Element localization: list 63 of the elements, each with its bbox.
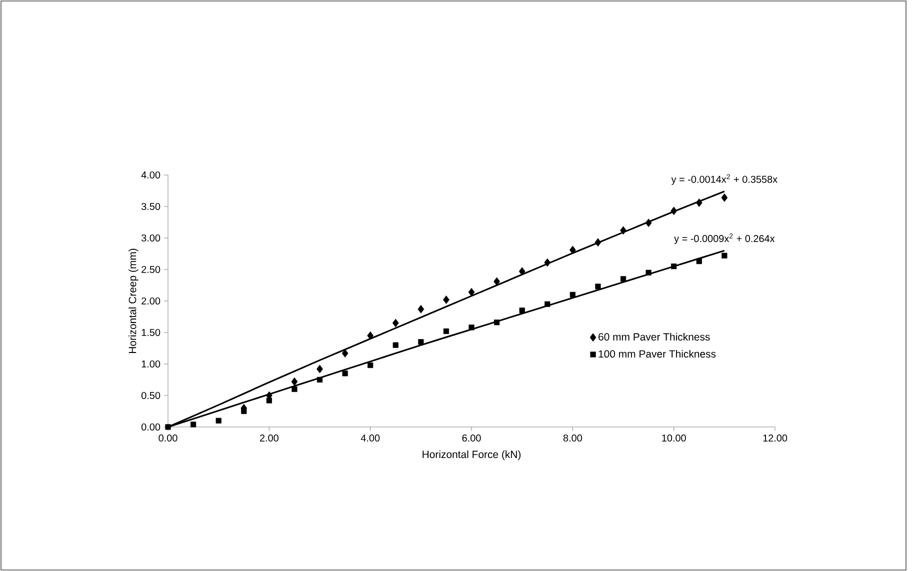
point bbox=[570, 292, 576, 298]
point bbox=[670, 206, 678, 216]
point bbox=[519, 308, 525, 314]
point bbox=[443, 328, 450, 334]
point bbox=[518, 267, 526, 276]
point bbox=[367, 331, 374, 340]
y-tick-label: 0.00 bbox=[141, 423, 160, 431]
point bbox=[418, 339, 424, 345]
x-tick-label: 10.00 bbox=[662, 434, 686, 442]
point bbox=[392, 342, 398, 348]
point bbox=[645, 218, 652, 228]
point bbox=[569, 246, 576, 254]
annotation: y = -0.0009x$^{2}$ + 0.264x bbox=[674, 234, 775, 244]
point bbox=[722, 252, 728, 258]
x-tick-label: 8.00 bbox=[563, 434, 582, 442]
x-tick-label: 6.00 bbox=[462, 434, 481, 442]
x-tick-label: 2.00 bbox=[260, 434, 278, 442]
point bbox=[494, 320, 500, 326]
point bbox=[292, 386, 298, 392]
point bbox=[696, 198, 702, 207]
legend-label: 60 mm Paver Thickness bbox=[598, 332, 710, 341]
x-axis-title: Horizontal Force (kN) bbox=[422, 450, 521, 460]
y-tick-label: 3.50 bbox=[141, 202, 160, 210]
point bbox=[620, 226, 626, 235]
x-tick-label: 12.00 bbox=[763, 434, 788, 442]
point bbox=[316, 376, 323, 383]
point bbox=[418, 304, 424, 314]
point bbox=[266, 398, 272, 404]
point bbox=[620, 276, 626, 282]
point bbox=[392, 318, 399, 328]
point bbox=[216, 418, 222, 424]
point bbox=[646, 270, 652, 276]
legend-label: 100 mm Paver Thickness bbox=[598, 350, 716, 358]
point bbox=[544, 301, 550, 307]
x-tick-label: 4.00 bbox=[360, 434, 380, 442]
point bbox=[241, 408, 247, 414]
y-tick-label: 2.50 bbox=[142, 266, 160, 274]
point bbox=[594, 238, 602, 247]
point bbox=[671, 264, 677, 270]
point bbox=[721, 193, 728, 202]
y-tick-label: 3.00 bbox=[141, 234, 160, 242]
y-tick-label: 4.00 bbox=[141, 171, 160, 179]
point bbox=[342, 349, 348, 358]
annotation: y = -0.0014x$^{2}$ + 0.3558x bbox=[671, 174, 778, 185]
point bbox=[316, 364, 323, 374]
point bbox=[696, 258, 702, 264]
y-tick-label: 0.50 bbox=[141, 392, 160, 400]
point bbox=[468, 288, 475, 296]
point bbox=[595, 284, 601, 290]
point bbox=[544, 258, 551, 267]
point bbox=[165, 424, 171, 430]
y-tick-label: 2.00 bbox=[142, 297, 160, 305]
point bbox=[291, 377, 298, 386]
point bbox=[342, 370, 348, 376]
y-tick-label: 1.50 bbox=[142, 328, 160, 336]
y-axis-title: Horizontal Creep (mm) bbox=[128, 248, 138, 354]
y-tick-label: 1.00 bbox=[142, 360, 160, 368]
point bbox=[190, 422, 196, 428]
point bbox=[368, 362, 374, 368]
point bbox=[468, 324, 474, 330]
x-tick-label: 0.00 bbox=[158, 434, 178, 442]
point bbox=[494, 277, 500, 286]
point bbox=[443, 296, 450, 304]
